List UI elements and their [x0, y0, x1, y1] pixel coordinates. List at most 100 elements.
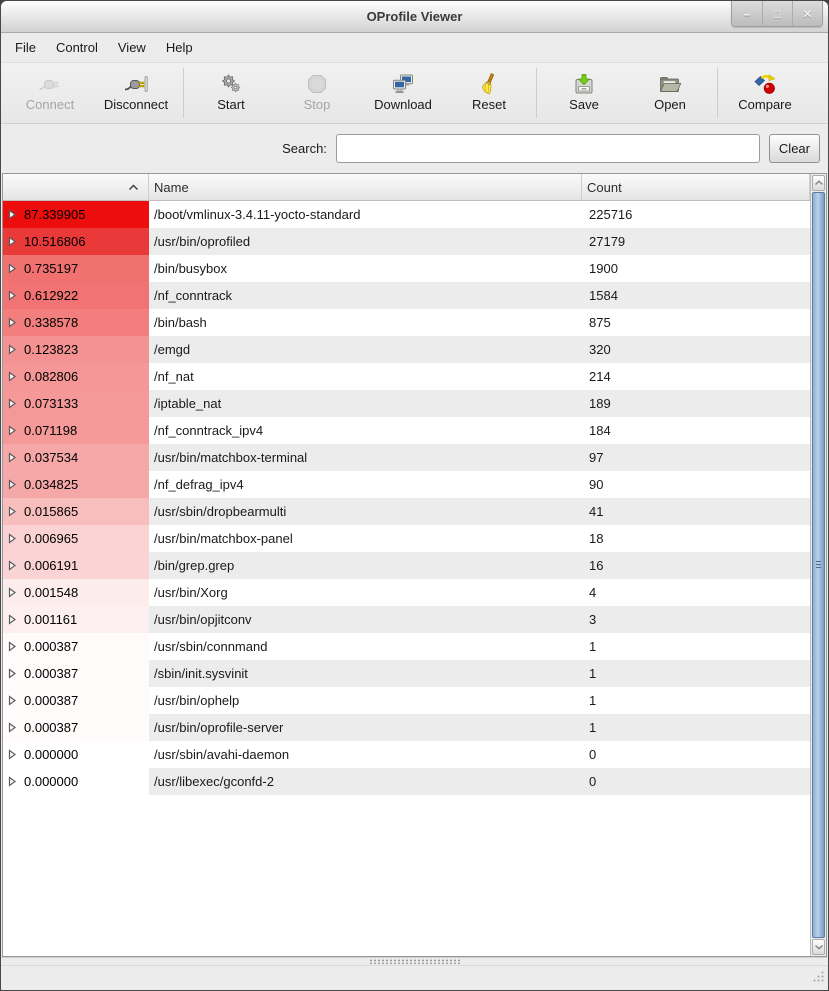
row-name: /boot/vmlinux-3.4.11-yocto-standard: [149, 201, 582, 228]
table-row[interactable]: 10.516806/usr/bin/oprofiled 27179: [3, 228, 810, 255]
maximize-button[interactable]: □: [762, 1, 792, 26]
menu-file[interactable]: File: [15, 40, 36, 55]
resize-grip-icon[interactable]: [812, 970, 825, 988]
table-row[interactable]: 0.001548/usr/bin/Xorg 4: [3, 579, 810, 606]
row-expander-icon[interactable]: [7, 614, 17, 625]
row-count: 4: [582, 579, 810, 606]
table-row[interactable]: 0.000387/usr/bin/ophelp 1: [3, 687, 810, 714]
row-count: 16: [582, 552, 810, 579]
row-name: /bin/grep.grep: [149, 552, 582, 579]
row-expander-icon[interactable]: [7, 371, 17, 382]
row-expander-icon[interactable]: [7, 209, 17, 220]
table-row[interactable]: 0.082806/nf_nat 214: [3, 363, 810, 390]
search-input[interactable]: [335, 134, 760, 163]
table-row[interactable]: 0.000000/usr/sbin/avahi-daemon 0: [3, 741, 810, 768]
row-name: /usr/bin/oprofile-server: [149, 714, 582, 741]
row-expander-icon[interactable]: [7, 776, 17, 787]
table-row[interactable]: 0.073133/iptable_nat 189: [3, 390, 810, 417]
row-percent: 0.000387: [24, 720, 79, 735]
toolbar-button-label: Start: [217, 97, 245, 112]
row-expander-icon[interactable]: [7, 398, 17, 409]
row-expander-icon[interactable]: [7, 695, 17, 706]
disconnect-button[interactable]: Disconnect: [93, 65, 179, 121]
toolbar-button-label: Reset: [472, 97, 506, 112]
scroll-up-arrow-icon[interactable]: [812, 175, 825, 191]
table-row[interactable]: 0.000387/usr/bin/oprofile-server 1: [3, 714, 810, 741]
table-row[interactable]: 0.123823/emgd 320: [3, 336, 810, 363]
save-button[interactable]: Save: [541, 65, 627, 121]
row-expander-icon[interactable]: [7, 506, 17, 517]
minimize-button[interactable]: –: [732, 1, 762, 26]
row-percent: 0.000387: [24, 639, 79, 654]
row-expander-icon[interactable]: [7, 749, 17, 760]
row-expander-icon[interactable]: [7, 479, 17, 490]
clear-button[interactable]: Clear: [768, 134, 820, 163]
row-expander-icon[interactable]: [7, 263, 17, 274]
download-button[interactable]: Download: [360, 65, 446, 121]
row-count: 875: [582, 309, 810, 336]
window-title: OProfile Viewer: [366, 9, 463, 24]
row-expander-icon[interactable]: [7, 641, 17, 652]
row-count: 90: [582, 471, 810, 498]
table-row[interactable]: 0.000387/usr/sbin/connmand 1: [3, 633, 810, 660]
stop-button: Stop: [274, 65, 360, 121]
table-row[interactable]: 0.001161/usr/bin/opjitconv 3: [3, 606, 810, 633]
row-percent: 0.001548: [24, 585, 79, 600]
scroll-down-arrow-icon[interactable]: [812, 939, 825, 955]
maximize-icon: □: [773, 6, 782, 21]
table-row[interactable]: 0.071198/nf_conntrack_ipv4 184: [3, 417, 810, 444]
row-expander-icon[interactable]: [7, 236, 17, 247]
row-expander-icon[interactable]: [7, 317, 17, 328]
table-row[interactable]: 0.338578/bin/bash 875: [3, 309, 810, 336]
open-button[interactable]: Open: [627, 65, 713, 121]
row-percent: 0.071198: [24, 423, 78, 438]
close-button[interactable]: ✕: [792, 1, 822, 26]
scrollbar-thumb[interactable]: [812, 192, 825, 938]
open-folder-icon: [658, 70, 682, 97]
table-row[interactable]: 0.037534/usr/bin/matchbox-terminal 97: [3, 444, 810, 471]
broom-icon: [477, 70, 501, 97]
column-header-percent[interactable]: [3, 174, 149, 200]
reset-button[interactable]: Reset: [446, 65, 532, 121]
menu-view[interactable]: View: [117, 40, 146, 55]
table-row[interactable]: 87.339905/boot/vmlinux-3.4.11-yocto-stan…: [3, 201, 810, 228]
table-row[interactable]: 0.000387/sbin/init.sysvinit 1: [3, 660, 810, 687]
table-row[interactable]: 0.612922/nf_conntrack 1584: [3, 282, 810, 309]
table-row[interactable]: 0.000000/usr/libexec/gconfd-2 0: [3, 768, 810, 795]
row-name: /usr/bin/matchbox-panel: [149, 525, 582, 552]
column-header-count[interactable]: Count: [582, 174, 810, 200]
column-header-name[interactable]: Name: [149, 174, 582, 200]
row-expander-icon[interactable]: [7, 587, 17, 598]
row-percent: 0.000387: [24, 693, 79, 708]
menu-help[interactable]: Help: [165, 40, 193, 55]
toolbar: Connect Disconnect Start Stop Download Reset S…: [1, 62, 828, 124]
row-count: 3: [582, 606, 810, 633]
row-expander-icon[interactable]: [7, 290, 17, 301]
row-name: /bin/busybox: [149, 255, 582, 282]
row-name: /usr/libexec/gconfd-2: [149, 768, 582, 795]
pane-splitter-handle[interactable]: [1, 957, 828, 965]
row-percent: 0.001161: [24, 612, 78, 627]
start-button[interactable]: Start: [188, 65, 274, 121]
toolbar-button-label: Download: [374, 97, 432, 112]
table-row[interactable]: 0.735197/bin/busybox 1900: [3, 255, 810, 282]
table-row[interactable]: 0.015865/usr/sbin/dropbearmulti 41: [3, 498, 810, 525]
row-expander-icon[interactable]: [7, 425, 17, 436]
row-name: /nf_defrag_ipv4: [149, 471, 582, 498]
row-name: /usr/bin/ophelp: [149, 687, 582, 714]
row-expander-icon[interactable]: [7, 533, 17, 544]
table-row[interactable]: 0.006965/usr/bin/matchbox-panel 18: [3, 525, 810, 552]
menu-control[interactable]: Control: [55, 40, 98, 55]
row-expander-icon[interactable]: [7, 668, 17, 679]
table-row[interactable]: 0.034825/nf_defrag_ipv4 90: [3, 471, 810, 498]
compare-button[interactable]: Compare: [722, 65, 808, 121]
row-percent: 0.073133: [24, 396, 79, 411]
vertical-scrollbar[interactable]: [810, 174, 826, 956]
row-percent: 0.000000: [24, 774, 79, 789]
row-expander-icon[interactable]: [7, 344, 17, 355]
row-expander-icon[interactable]: [7, 722, 17, 733]
table-row[interactable]: 0.006191/bin/grep.grep 16: [3, 552, 810, 579]
computers-icon: [391, 70, 415, 97]
row-expander-icon[interactable]: [7, 560, 17, 571]
row-expander-icon[interactable]: [7, 452, 17, 463]
